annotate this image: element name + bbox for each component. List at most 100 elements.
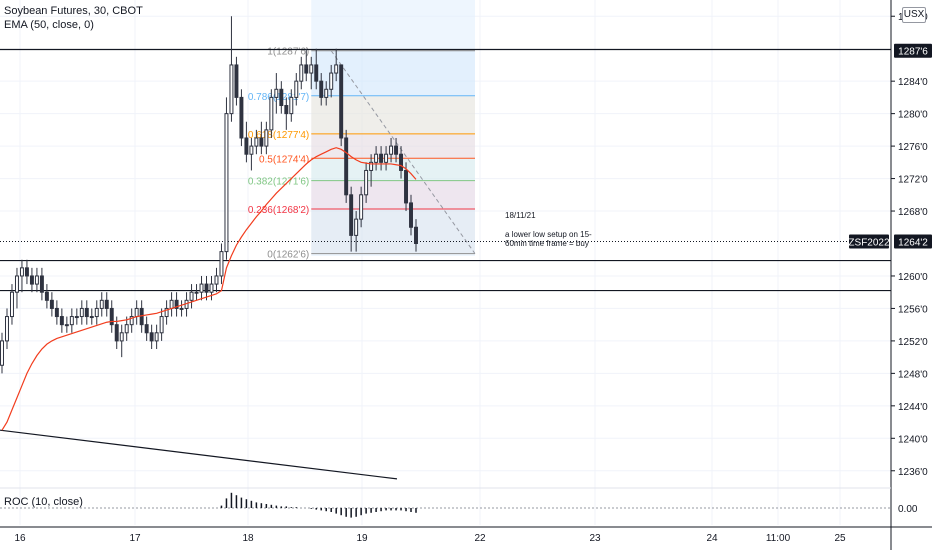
y-tick-label: 1248'0 [898, 369, 928, 380]
candle-body [34, 275, 39, 285]
candle-body [124, 324, 129, 334]
trend-line[interactable] [0, 429, 398, 480]
y-tick-label: 1280'0 [898, 110, 928, 121]
horizontal-lines[interactable] [0, 48, 891, 292]
fib-level-label: 0.618(1277'4) [248, 130, 309, 141]
candle-body [374, 153, 379, 163]
candle-body [154, 332, 159, 342]
candle-body [144, 324, 149, 334]
candle-body [349, 194, 354, 236]
candle-body [94, 307, 99, 318]
x-tick-label: 11:00 [766, 533, 791, 544]
candle-body [269, 96, 274, 131]
candle-body [344, 137, 349, 196]
candle-body [69, 316, 74, 326]
candle-body [369, 161, 374, 171]
candle-body [394, 145, 399, 155]
candle-body [289, 96, 294, 115]
candle-body [114, 324, 119, 342]
candle-body [139, 307, 144, 326]
candle-body [134, 307, 139, 318]
y-tick-label: 1284'0 [898, 77, 928, 88]
price-label: 1264'2 [898, 237, 928, 248]
candle-body [14, 275, 19, 293]
candle-body [104, 299, 109, 309]
candle-body [359, 194, 364, 220]
candle-body [354, 218, 359, 236]
candle-body [229, 64, 234, 115]
candle-body [199, 283, 204, 293]
currency-button[interactable]: USX [902, 7, 926, 23]
roc-histogram: 0.00 [0, 492, 918, 518]
candle-body [399, 153, 404, 171]
candle-body [189, 291, 194, 301]
candle-body [244, 137, 249, 155]
candle-body [49, 299, 54, 309]
candle-body [0, 340, 4, 366]
y-tick-label: 1236'0 [898, 467, 928, 478]
x-tick-label: 18 [242, 533, 254, 544]
x-tick-label: 19 [356, 533, 368, 544]
candle-body [119, 332, 124, 342]
fib-level-label: 0.382(1271'6) [248, 177, 309, 188]
annotation-text: 60min time frame = buy [505, 239, 589, 248]
candle-body [54, 307, 59, 318]
grid [0, 0, 891, 525]
candle-body [364, 169, 369, 196]
candle-body [209, 283, 214, 293]
candle-body [59, 316, 64, 326]
candle-body [44, 291, 49, 301]
candle-body [164, 307, 169, 318]
candle-body [214, 275, 219, 285]
candle-body [249, 145, 254, 155]
candle-body [169, 299, 174, 309]
candle-body [414, 226, 418, 244]
candle-body [39, 275, 44, 293]
candle-body [159, 316, 164, 334]
fibonacci-retracement[interactable]: 1(1287'6) 0.786(1281'7) 0.618(1277'4) 0.5(1… [248, 47, 475, 261]
candle-body [304, 64, 309, 74]
candle-body [319, 80, 324, 98]
highlight-band [311, 0, 475, 256]
annotation-text: 18/11/21 [505, 211, 536, 220]
candle-body [29, 275, 34, 285]
candle-body [254, 137, 259, 147]
x-tick-label: 22 [474, 533, 486, 544]
candle-body [389, 145, 394, 155]
fib-level-label: 0.5(1274'4) [259, 154, 309, 165]
y-tick-label: 1260'0 [898, 272, 928, 283]
candle-body [404, 169, 409, 204]
fib-level-label: 0.786(1281'7) [248, 92, 309, 103]
candle-body [74, 316, 79, 319]
y-tick-label: 1240'0 [898, 434, 928, 445]
candle-body [84, 307, 89, 318]
candle-body [224, 113, 229, 253]
y-tick-label: 1276'0 [898, 142, 928, 153]
roc-legend: ROC (10, close) [4, 496, 83, 508]
candle-body [314, 64, 319, 82]
candle-body [264, 129, 269, 147]
candle-body [239, 96, 244, 139]
ema-legend: EMA (50, close, 0) [4, 19, 94, 31]
candle-body [219, 251, 224, 277]
candle-body [284, 105, 289, 115]
candle-body [409, 202, 413, 228]
ema-line [1, 147, 417, 431]
candle-body [64, 324, 69, 327]
candle-body [279, 88, 284, 107]
y-tick-label: 1268'0 [898, 207, 928, 218]
candle-body [174, 299, 179, 309]
chart-title: Soybean Futures, 30, CBOT [4, 5, 143, 17]
fib-level-label: 0.236(1268'2) [248, 205, 309, 216]
candle-body [339, 64, 344, 139]
candle-body [194, 291, 199, 294]
y-tick-label: 1256'0 [898, 304, 928, 315]
fib-zone [311, 180, 475, 210]
candle-body [5, 316, 9, 342]
annotation-text: a lower low setup on 15- [505, 230, 592, 239]
x-tick-label: 16 [14, 533, 26, 544]
y-tick-label: 1244'0 [898, 402, 928, 413]
candle-body [109, 307, 114, 326]
